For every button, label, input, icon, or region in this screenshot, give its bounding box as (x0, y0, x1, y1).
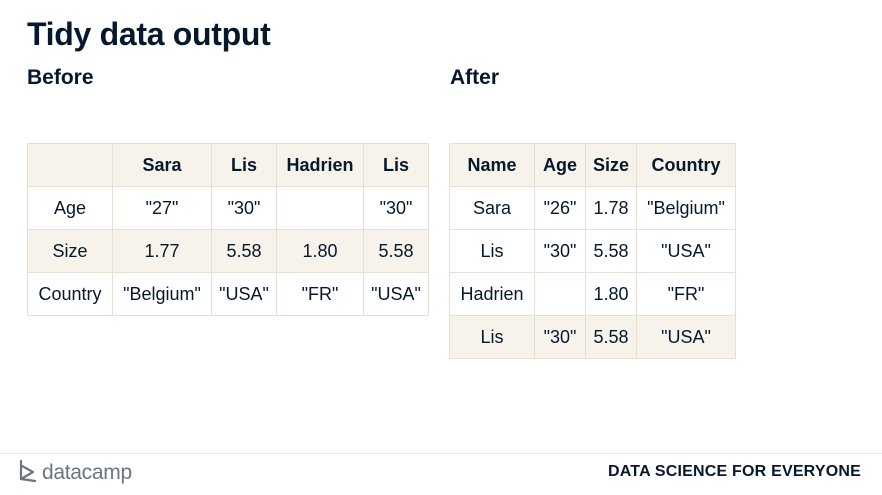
table-cell: "30" (211, 186, 277, 230)
table-cell: "USA" (363, 272, 429, 316)
table-cell: 5.58 (211, 229, 277, 273)
footer-divider (0, 453, 882, 454)
column-header: Sara (112, 143, 212, 187)
column-header: Lis (211, 143, 277, 187)
after-heading: After (450, 66, 500, 89)
table-row: Age "27" "30" "30" (27, 186, 429, 230)
table-cell: "USA" (636, 229, 736, 273)
table-cell: 5.58 (585, 315, 637, 359)
table-cell: Lis (449, 229, 535, 273)
table-cell: "30" (363, 186, 429, 230)
column-header (27, 143, 113, 187)
column-header: Hadrien (276, 143, 364, 187)
table-cell: Lis (449, 315, 535, 359)
table-row: Lis "30" 5.58 "USA" (449, 315, 736, 359)
row-label: Size (27, 229, 113, 273)
column-header: Lis (363, 143, 429, 187)
table-header-row: Sara Lis Hadrien Lis (27, 143, 429, 187)
table-header-row: Name Age Size Country (449, 143, 736, 187)
table-row: Sara "26" 1.78 "Belgium" (449, 186, 736, 230)
table-cell: 5.58 (585, 229, 637, 273)
table-cell: "FR" (276, 272, 364, 316)
table-cell: Sara (449, 186, 535, 230)
table-cell: "USA" (636, 315, 736, 359)
column-header: Name (449, 143, 535, 187)
before-table: Sara Lis Hadrien Lis Age "27" "30" "30" … (27, 143, 429, 316)
table-row: Lis "30" 5.58 "USA" (449, 229, 736, 273)
table-cell (534, 272, 586, 316)
table-cell: "USA" (211, 272, 277, 316)
footer-tagline: DATA SCIENCE FOR EVERYONE (607, 463, 861, 480)
table-cell: "Belgium" (636, 186, 736, 230)
column-header: Country (636, 143, 736, 187)
before-heading: Before (27, 66, 94, 89)
row-label: Country (27, 272, 113, 316)
logo-text: datacamp (42, 461, 132, 484)
table-row: Size 1.77 5.58 1.80 5.58 (27, 229, 429, 273)
table-cell: "FR" (636, 272, 736, 316)
table-cell (276, 186, 364, 230)
column-header: Age (534, 143, 586, 187)
table-cell: 1.80 (585, 272, 637, 316)
table-cell: 5.58 (363, 229, 429, 273)
after-table: Name Age Size Country Sara "26" 1.78 "Be… (449, 143, 736, 359)
table-cell: "27" (112, 186, 212, 230)
table-cell: 1.80 (276, 229, 364, 273)
column-header: Size (585, 143, 637, 187)
datacamp-logo-icon (18, 459, 38, 488)
table-cell: "30" (534, 315, 586, 359)
table-cell: "26" (534, 186, 586, 230)
table-cell: 1.78 (585, 186, 637, 230)
table-cell: Hadrien (449, 272, 535, 316)
table-cell: "Belgium" (112, 272, 212, 316)
row-label: Age (27, 186, 113, 230)
table-row: Hadrien 1.80 "FR" (449, 272, 736, 316)
datacamp-logo: datacamp (18, 459, 132, 488)
table-row: Country "Belgium" "USA" "FR" "USA" (27, 272, 429, 316)
page-title: Tidy data output (27, 16, 271, 52)
table-cell: "30" (534, 229, 586, 273)
table-cell: 1.77 (112, 229, 212, 273)
